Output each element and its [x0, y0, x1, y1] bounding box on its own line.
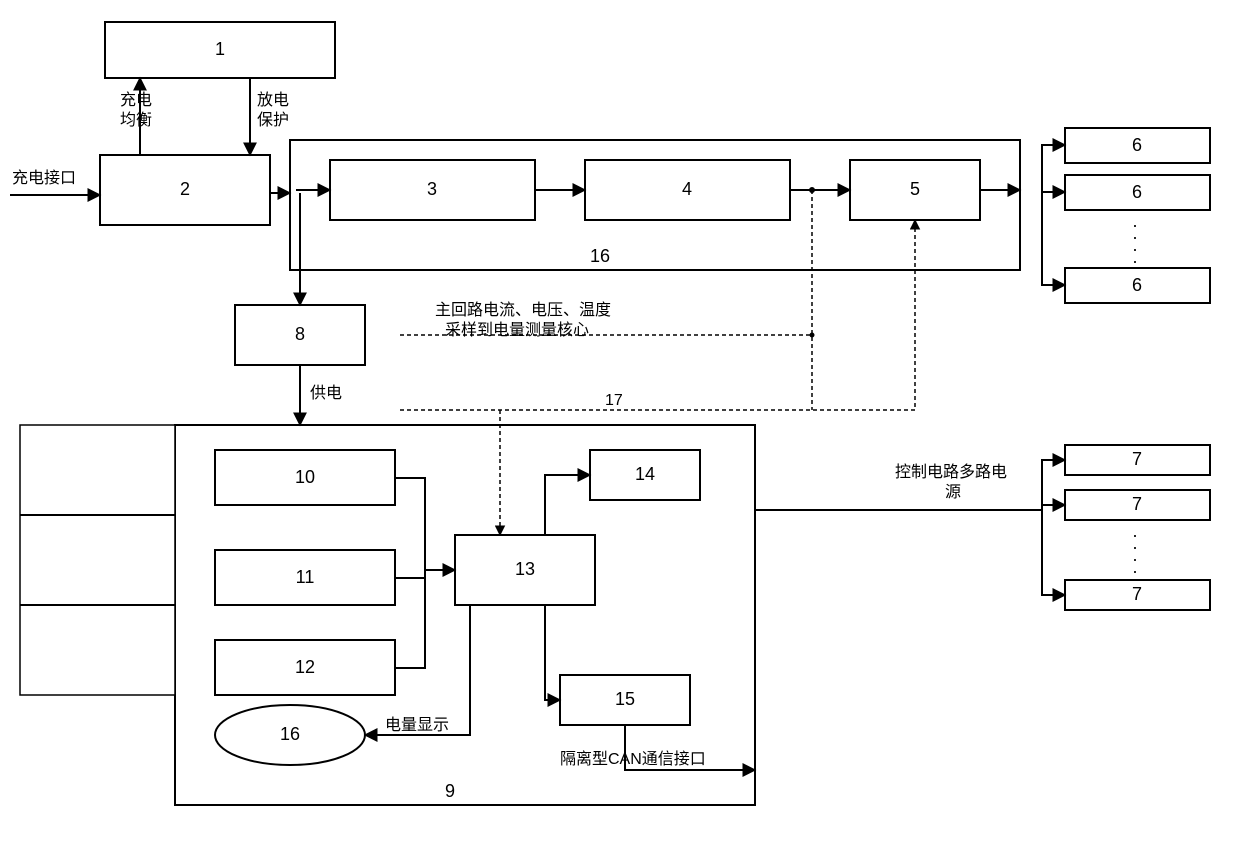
node-8: 8: [235, 305, 365, 365]
label-discharge: 放电: [257, 91, 289, 109]
node-7-2: 7: [1065, 490, 1210, 520]
node-13: 13: [455, 535, 595, 605]
svg-text:5: 5: [910, 179, 920, 199]
label-charge-port: 充电接口: [12, 169, 76, 187]
label-ctrl1: 控制电路多路电: [895, 463, 1007, 481]
vdots-7: ····: [1132, 525, 1138, 581]
label-mainloop1: 主回路电流、电压、温度: [435, 301, 611, 319]
edge-to-7c: [1042, 510, 1065, 595]
svg-text:4: 4: [682, 179, 692, 199]
svg-text:14: 14: [635, 464, 655, 484]
node-10: 10: [215, 450, 395, 505]
svg-text:7: 7: [1132, 449, 1142, 469]
label-17: 17: [605, 392, 623, 409]
node-6-3: 6: [1065, 268, 1210, 303]
node-14: 14: [590, 450, 700, 500]
vdots-6: ····: [1132, 215, 1138, 271]
label-charge: 充电: [120, 91, 152, 109]
svg-text:15: 15: [615, 689, 635, 709]
node-6-2: 6: [1065, 175, 1210, 210]
svg-text:13: 13: [515, 559, 535, 579]
svg-text:12: 12: [295, 657, 315, 677]
svg-text:3: 3: [427, 179, 437, 199]
svg-text:6: 6: [1132, 135, 1142, 155]
left-table: [20, 425, 175, 695]
edge-to-7a: [1042, 460, 1065, 510]
label-can: 隔离型CAN通信接口: [560, 750, 706, 768]
svg-text:·: ·: [1132, 251, 1138, 271]
node-7-1: 7: [1065, 445, 1210, 475]
label-mainloop2: 采样到电量测量核心: [445, 321, 589, 339]
svg-text:8: 8: [295, 324, 305, 344]
node-1: 1: [105, 22, 335, 78]
svg-text:7: 7: [1132, 584, 1142, 604]
node-4: 4: [585, 160, 790, 220]
svg-text:11: 11: [296, 567, 315, 587]
node-15: 15: [560, 675, 690, 725]
edge-to-6a: [1042, 145, 1065, 192]
block-diagram: 16 9 1 2 3 4 5 6 6 6 8: [0, 0, 1240, 846]
svg-text:6: 6: [1132, 182, 1142, 202]
junction-dot-2: [810, 333, 815, 338]
svg-text:16: 16: [280, 724, 300, 744]
label-balance: 均衡: [120, 111, 152, 129]
node-3: 3: [330, 160, 535, 220]
container-16-label: 16: [590, 246, 610, 266]
label-supply: 供电: [310, 384, 342, 402]
label-batt-display: 电量显示: [385, 716, 449, 734]
label-protect: 保护: [257, 111, 289, 129]
svg-text:·: ·: [1132, 561, 1138, 581]
svg-text:10: 10: [295, 467, 315, 487]
svg-text:6: 6: [1132, 275, 1142, 295]
node-6-1: 6: [1065, 128, 1210, 163]
node-16-ellipse: 16: [215, 705, 365, 765]
svg-text:2: 2: [180, 179, 190, 199]
node-7-3: 7: [1065, 580, 1210, 610]
edge-to-6c: [1042, 192, 1065, 285]
label-ctrl2: 源: [945, 483, 961, 501]
node-2: 2: [100, 155, 270, 225]
node-12: 12: [215, 640, 395, 695]
node-11: 11: [215, 550, 395, 605]
node-5: 5: [850, 160, 980, 220]
container-9-label: 9: [445, 781, 455, 801]
svg-text:7: 7: [1132, 494, 1142, 514]
svg-text:1: 1: [215, 39, 225, 59]
